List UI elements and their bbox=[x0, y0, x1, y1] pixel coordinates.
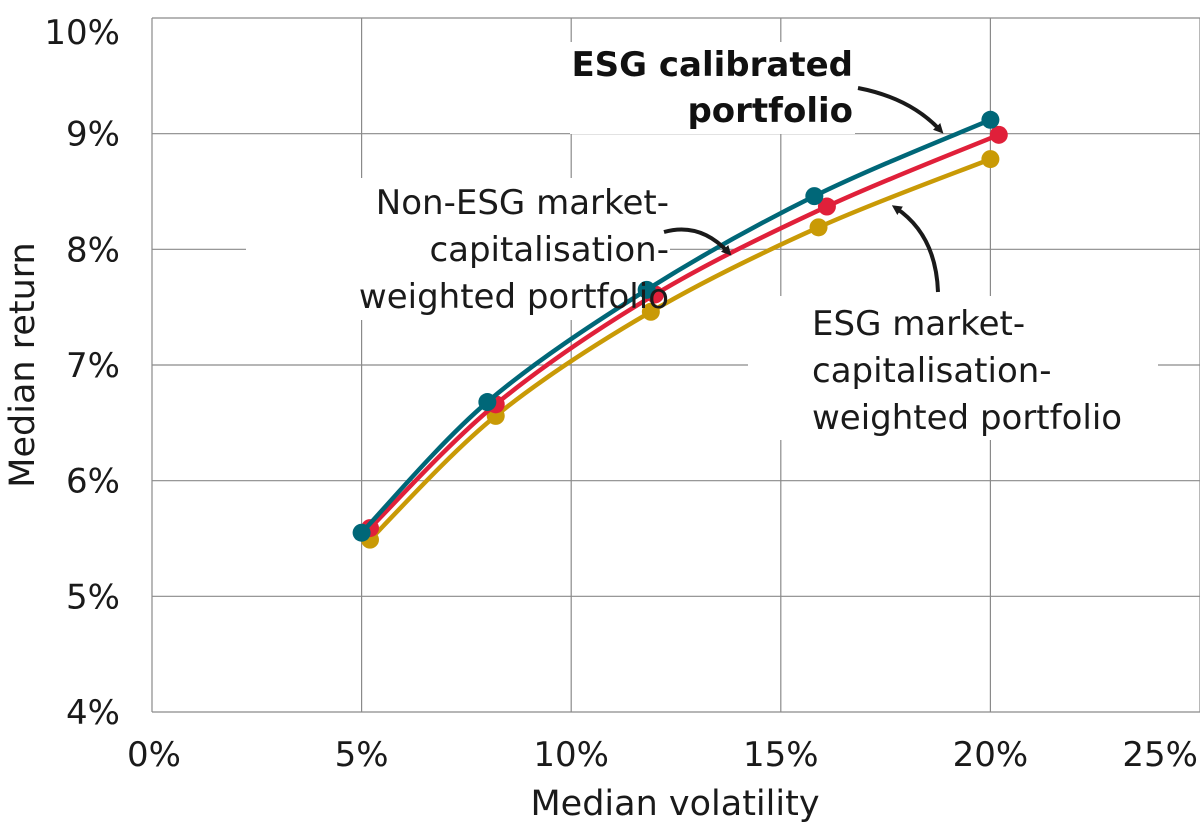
data-point bbox=[809, 218, 828, 237]
x-axis-title: Median volatility bbox=[530, 784, 819, 824]
annotation-line: portfolio bbox=[687, 91, 853, 131]
series-layer bbox=[352, 110, 1008, 549]
x-tick-label: 15% bbox=[743, 735, 819, 775]
series-annotation: Non-ESG market-capitalisation-weighted p… bbox=[359, 183, 669, 317]
arrow-icon bbox=[663, 227, 732, 256]
annotation-line: weighted portfolio bbox=[812, 398, 1122, 438]
grid-layer bbox=[151, 17, 1200, 713]
tick-labels: 0% 5% 10% 15% 20% 25% 4% 5% 6% 7% 8% 9% 10% bbox=[44, 13, 1198, 775]
annotation-line: capitalisation- bbox=[429, 230, 669, 270]
annotation-background bbox=[748, 296, 1158, 440]
data-point bbox=[637, 280, 656, 299]
data-point bbox=[352, 523, 371, 542]
y-tick-label: 8% bbox=[66, 230, 120, 270]
annotations: ESG calibrated portfolio Non-ESG market-ca… bbox=[359, 45, 1122, 438]
data-point bbox=[817, 197, 836, 216]
x-tick-label: 0% bbox=[127, 735, 181, 775]
annotation-line: Non-ESG market- bbox=[376, 183, 669, 223]
arrow-icon bbox=[857, 86, 944, 134]
y-axis-title: Median return bbox=[3, 242, 43, 487]
y-tick-label: 4% bbox=[66, 693, 120, 733]
annotation-line: ESG calibrated bbox=[571, 45, 853, 85]
data-point bbox=[981, 110, 1000, 129]
annotation-line: weighted portfolio bbox=[359, 277, 669, 317]
data-point bbox=[805, 187, 824, 206]
x-tick-label: 20% bbox=[953, 735, 1029, 775]
data-point bbox=[989, 125, 1008, 144]
y-tick-label: 5% bbox=[66, 577, 120, 617]
data-point bbox=[478, 393, 497, 412]
arrow-icon bbox=[891, 205, 940, 293]
y-tick-label: 9% bbox=[66, 115, 120, 155]
annotation-line: capitalisation- bbox=[812, 351, 1052, 391]
x-tick-label: 5% bbox=[335, 735, 389, 775]
series-annotation: ESG market-capitalisation-weighted portf… bbox=[812, 304, 1122, 438]
annotation-background bbox=[570, 42, 855, 134]
data-point bbox=[641, 302, 660, 321]
y-tick-label: 6% bbox=[66, 462, 120, 502]
annotation-line: ESG market- bbox=[812, 304, 1025, 344]
y-tick-label: 10% bbox=[44, 13, 120, 53]
x-tick-label: 10% bbox=[533, 735, 609, 775]
series-annotation: ESG calibrated portfolio bbox=[571, 45, 853, 131]
annotation-background bbox=[246, 178, 670, 320]
y-tick-label: 7% bbox=[66, 346, 120, 386]
x-tick-label: 25% bbox=[1122, 735, 1198, 775]
data-point bbox=[981, 150, 1000, 169]
